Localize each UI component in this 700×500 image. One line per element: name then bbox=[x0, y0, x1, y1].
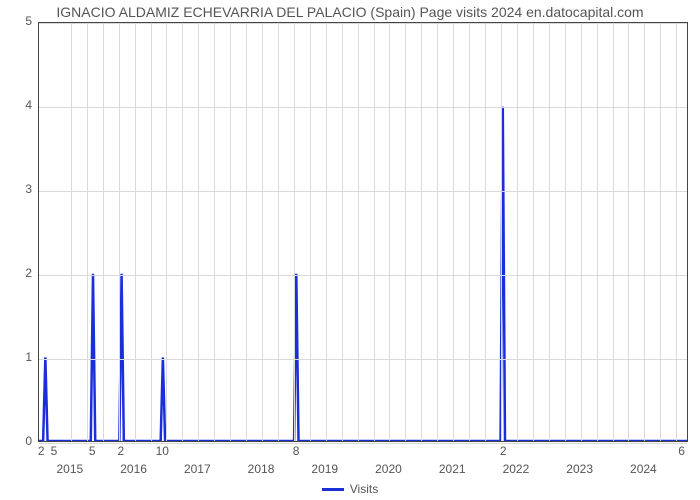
gridline-v bbox=[71, 23, 72, 441]
gridline-v bbox=[278, 23, 279, 441]
xtick-label: 2017 bbox=[184, 462, 211, 476]
gridline-v bbox=[453, 23, 454, 441]
xtick-label: 2021 bbox=[439, 462, 466, 476]
xtick-label: 2018 bbox=[248, 462, 275, 476]
xtick-label: 2015 bbox=[57, 462, 84, 476]
gridline-v bbox=[198, 23, 199, 441]
gridline-v bbox=[421, 23, 422, 441]
gridline-v bbox=[597, 23, 598, 441]
plot-area bbox=[38, 22, 688, 442]
value-annotation: 2 bbox=[500, 444, 507, 458]
gridline-v bbox=[533, 23, 534, 441]
xtick-label: 2016 bbox=[120, 462, 147, 476]
gridline-v bbox=[405, 23, 406, 441]
gridline-h bbox=[39, 359, 687, 360]
xtick-label: 2023 bbox=[566, 462, 593, 476]
gridline-v bbox=[262, 23, 263, 441]
gridline-v bbox=[310, 23, 311, 441]
xtick-label: 2019 bbox=[311, 462, 338, 476]
line-series bbox=[39, 23, 687, 441]
gridline-v bbox=[294, 23, 295, 441]
gridline-v bbox=[151, 23, 152, 441]
legend: Visits bbox=[0, 482, 700, 496]
gridline-v bbox=[437, 23, 438, 441]
gridline-v bbox=[103, 23, 104, 441]
gridline-h bbox=[39, 191, 687, 192]
chart-container: IGNACIO ALDAMIZ ECHEVARRIA DEL PALACIO (… bbox=[0, 0, 700, 500]
ytick-label: 4 bbox=[0, 98, 32, 112]
value-annotation: 5 bbox=[51, 444, 58, 458]
value-annotation: 10 bbox=[156, 444, 169, 458]
gridline-v bbox=[342, 23, 343, 441]
gridline-v bbox=[389, 23, 390, 441]
gridline-v bbox=[469, 23, 470, 441]
gridline-v bbox=[628, 23, 629, 441]
ytick-label: 3 bbox=[0, 182, 32, 196]
gridline-v bbox=[676, 23, 677, 441]
gridline-h bbox=[39, 107, 687, 108]
gridline-v bbox=[87, 23, 88, 441]
gridline-h bbox=[39, 23, 687, 24]
gridline-v bbox=[166, 23, 167, 441]
gridline-v bbox=[613, 23, 614, 441]
xtick-label: 2024 bbox=[630, 462, 657, 476]
gridline-v bbox=[119, 23, 120, 441]
xtick-label: 2022 bbox=[503, 462, 530, 476]
gridline-v bbox=[182, 23, 183, 441]
gridline-v bbox=[565, 23, 566, 441]
legend-swatch bbox=[322, 488, 344, 491]
ytick-label: 0 bbox=[0, 434, 32, 448]
value-annotation: 8 bbox=[293, 444, 300, 458]
gridline-v bbox=[644, 23, 645, 441]
gridline-v bbox=[517, 23, 518, 441]
xtick-label: 2020 bbox=[375, 462, 402, 476]
value-annotation: 2 bbox=[38, 444, 45, 458]
gridline-h bbox=[39, 275, 687, 276]
gridline-h bbox=[39, 443, 687, 444]
gridline-v bbox=[581, 23, 582, 441]
gridline-v bbox=[214, 23, 215, 441]
ytick-label: 5 bbox=[0, 14, 32, 28]
value-annotation: 5 bbox=[89, 444, 96, 458]
ytick-label: 2 bbox=[0, 266, 32, 280]
ytick-label: 1 bbox=[0, 350, 32, 364]
gridline-v bbox=[501, 23, 502, 441]
gridline-v bbox=[485, 23, 486, 441]
gridline-v bbox=[358, 23, 359, 441]
gridline-v bbox=[326, 23, 327, 441]
value-annotation: 6 bbox=[678, 444, 685, 458]
gridline-v bbox=[374, 23, 375, 441]
legend-label: Visits bbox=[350, 482, 378, 496]
gridline-v bbox=[549, 23, 550, 441]
value-annotation: 2 bbox=[117, 444, 124, 458]
gridline-v bbox=[135, 23, 136, 441]
gridline-v bbox=[230, 23, 231, 441]
gridline-v bbox=[660, 23, 661, 441]
chart-title: IGNACIO ALDAMIZ ECHEVARRIA DEL PALACIO (… bbox=[0, 4, 700, 20]
gridline-v bbox=[246, 23, 247, 441]
